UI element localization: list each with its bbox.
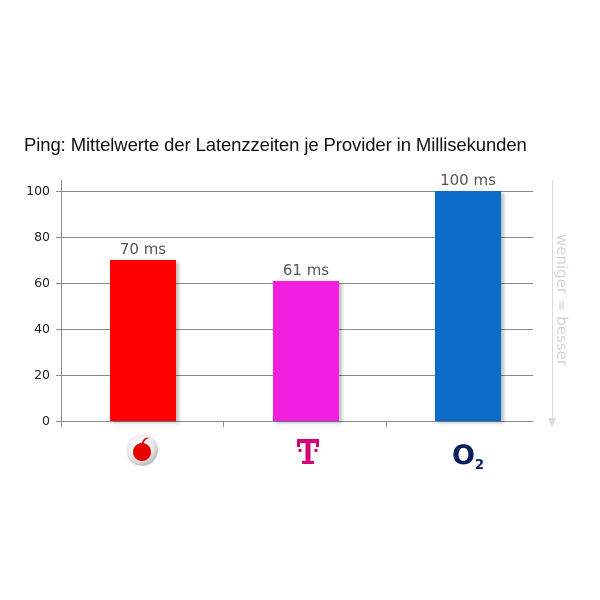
ytick-label-60: 60	[34, 275, 50, 290]
ytick-40	[56, 329, 62, 330]
chart-title: Ping: Mittelwerte der Latenzzeiten je Pr…	[24, 134, 527, 155]
ytick-label-0: 0	[42, 413, 50, 428]
gridline-100	[61, 191, 533, 192]
xtick-0	[61, 421, 62, 427]
ytick-60	[56, 283, 62, 284]
bar-vodafone	[110, 260, 176, 421]
xtick-1	[223, 421, 224, 427]
bar-label-telekom: 61 ms	[282, 261, 330, 279]
ytick-label-20: 20	[34, 367, 50, 382]
ytick-80	[56, 237, 62, 238]
ytick-20	[56, 375, 62, 376]
bar-label-vodafone: 70 ms	[119, 240, 167, 258]
o2-logo-icon: O2	[452, 440, 484, 473]
ytick-label-40: 40	[34, 321, 50, 336]
bar-label-o2: 100 ms	[440, 171, 496, 189]
down-arrow-icon	[552, 180, 553, 420]
annotation-less-is-better: weniger = besser	[553, 234, 571, 366]
arrowhead-icon	[548, 418, 556, 427]
bar-telekom	[273, 281, 339, 421]
bar-o2	[435, 191, 501, 421]
x-axis-line	[56, 421, 533, 422]
telekom-t-logo-icon	[295, 437, 321, 467]
ytick-label-100: 100	[26, 183, 50, 198]
y-axis-line	[61, 180, 62, 425]
ytick-label-80: 80	[34, 229, 50, 244]
vodafone-logo-icon	[124, 432, 160, 468]
xtick-2	[386, 421, 387, 427]
ytick-100	[56, 191, 62, 192]
gridline-80	[61, 237, 533, 238]
o2-logo-letter: O	[452, 440, 475, 471]
o2-logo-subscript: 2	[474, 458, 484, 473]
